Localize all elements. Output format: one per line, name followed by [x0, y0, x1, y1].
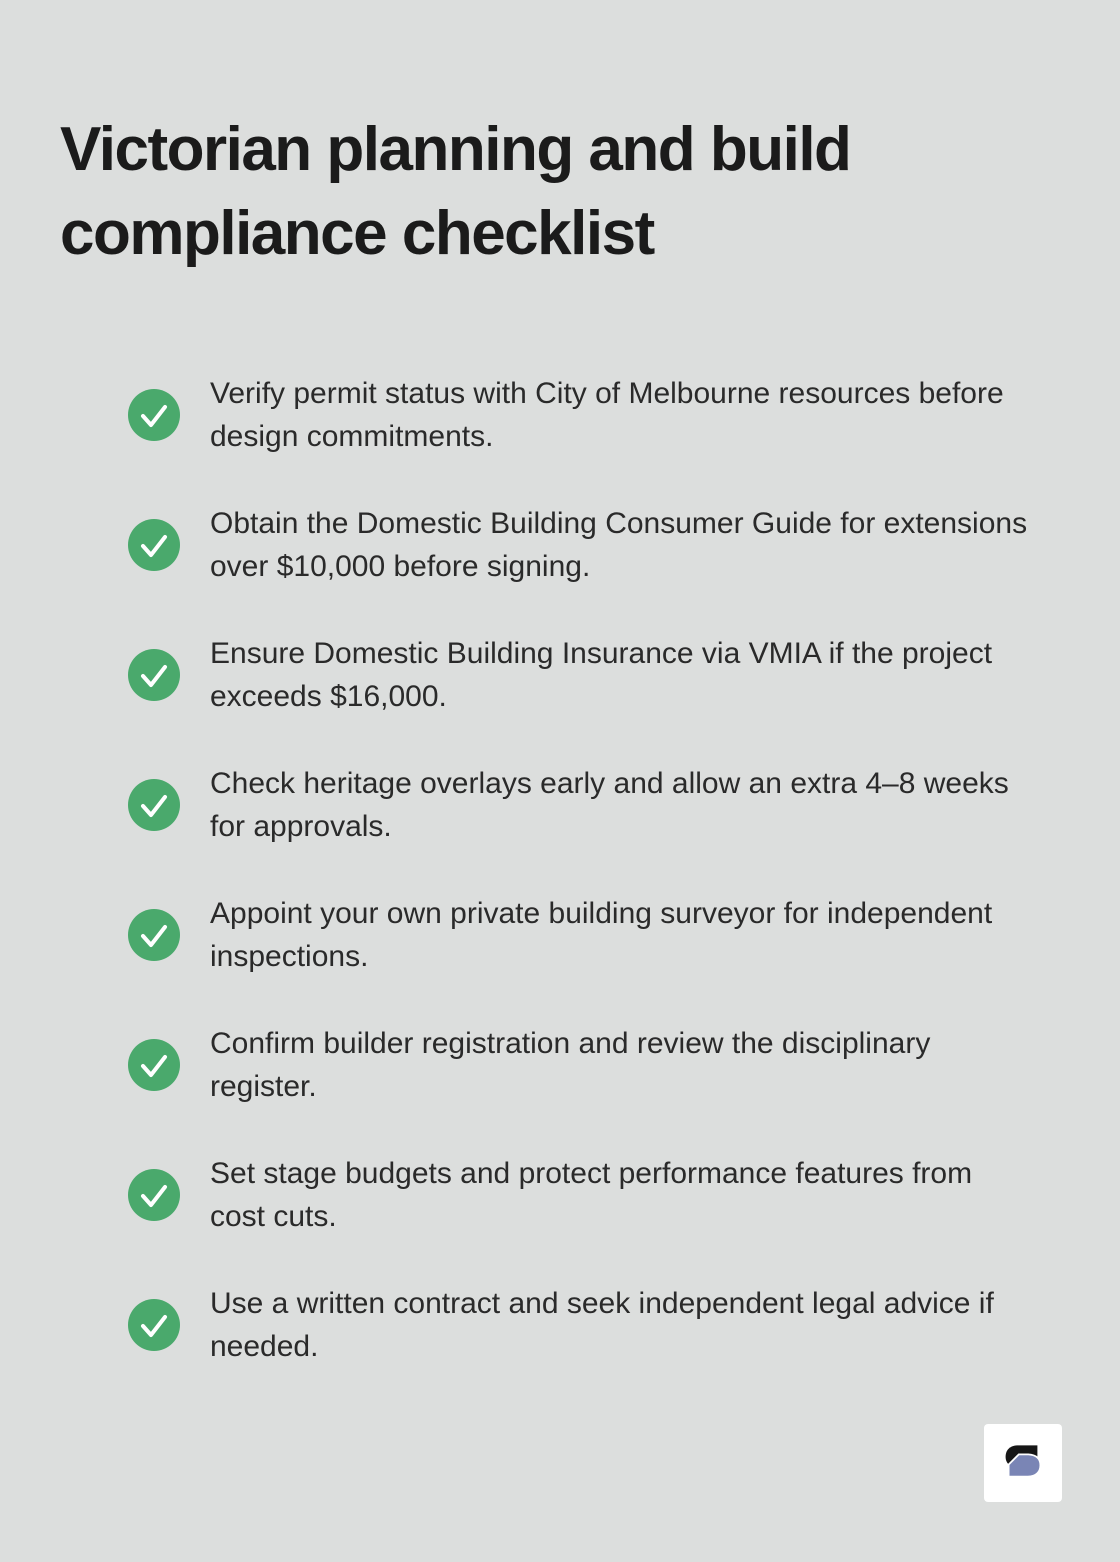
check-circle-icon	[128, 389, 180, 441]
checklist-item: Ensure Domestic Building Insurance via V…	[128, 632, 1048, 718]
check-circle-icon	[128, 1039, 180, 1091]
checklist-item-text: Ensure Domestic Building Insurance via V…	[210, 637, 993, 713]
checklist-item-text: Set stage budgets and protect performanc…	[210, 1157, 973, 1233]
checklist-item: Check heritage overlays early and allow …	[128, 762, 1048, 848]
checklist-item: Use a written contract and seek independ…	[128, 1282, 1048, 1368]
checklist-item-text: Check heritage overlays early and allow …	[210, 767, 1009, 843]
checklist-item-text: Confirm builder registration and review …	[210, 1027, 931, 1103]
check-circle-icon	[128, 909, 180, 961]
checklist-item: Obtain the Domestic Building Consumer Gu…	[128, 502, 1048, 588]
check-circle-icon	[128, 1299, 180, 1351]
checklist-item-text: Obtain the Domestic Building Consumer Gu…	[210, 507, 1028, 583]
page-title: Victorian planning and build compliance …	[60, 115, 852, 268]
check-circle-icon	[128, 519, 180, 571]
checklist-item-text: Use a written contract and seek independ…	[210, 1287, 994, 1363]
checklist-item: Set stage budgets and protect performanc…	[128, 1152, 1048, 1238]
checklist-item-text: Appoint your own private building survey…	[210, 897, 993, 973]
checklist-item: Confirm builder registration and review …	[128, 1022, 1048, 1108]
brand-logo	[984, 1424, 1062, 1502]
checklist-item-text: Verify permit status with City of Melbou…	[210, 377, 1004, 453]
check-circle-icon	[128, 779, 180, 831]
checklist: Verify permit status with City of Melbou…	[128, 372, 1048, 1368]
s-monogram-icon	[997, 1437, 1049, 1490]
check-circle-icon	[128, 1169, 180, 1221]
checklist-item: Appoint your own private building survey…	[128, 892, 1048, 978]
checklist-item: Verify permit status with City of Melbou…	[128, 372, 1048, 458]
check-circle-icon	[128, 649, 180, 701]
